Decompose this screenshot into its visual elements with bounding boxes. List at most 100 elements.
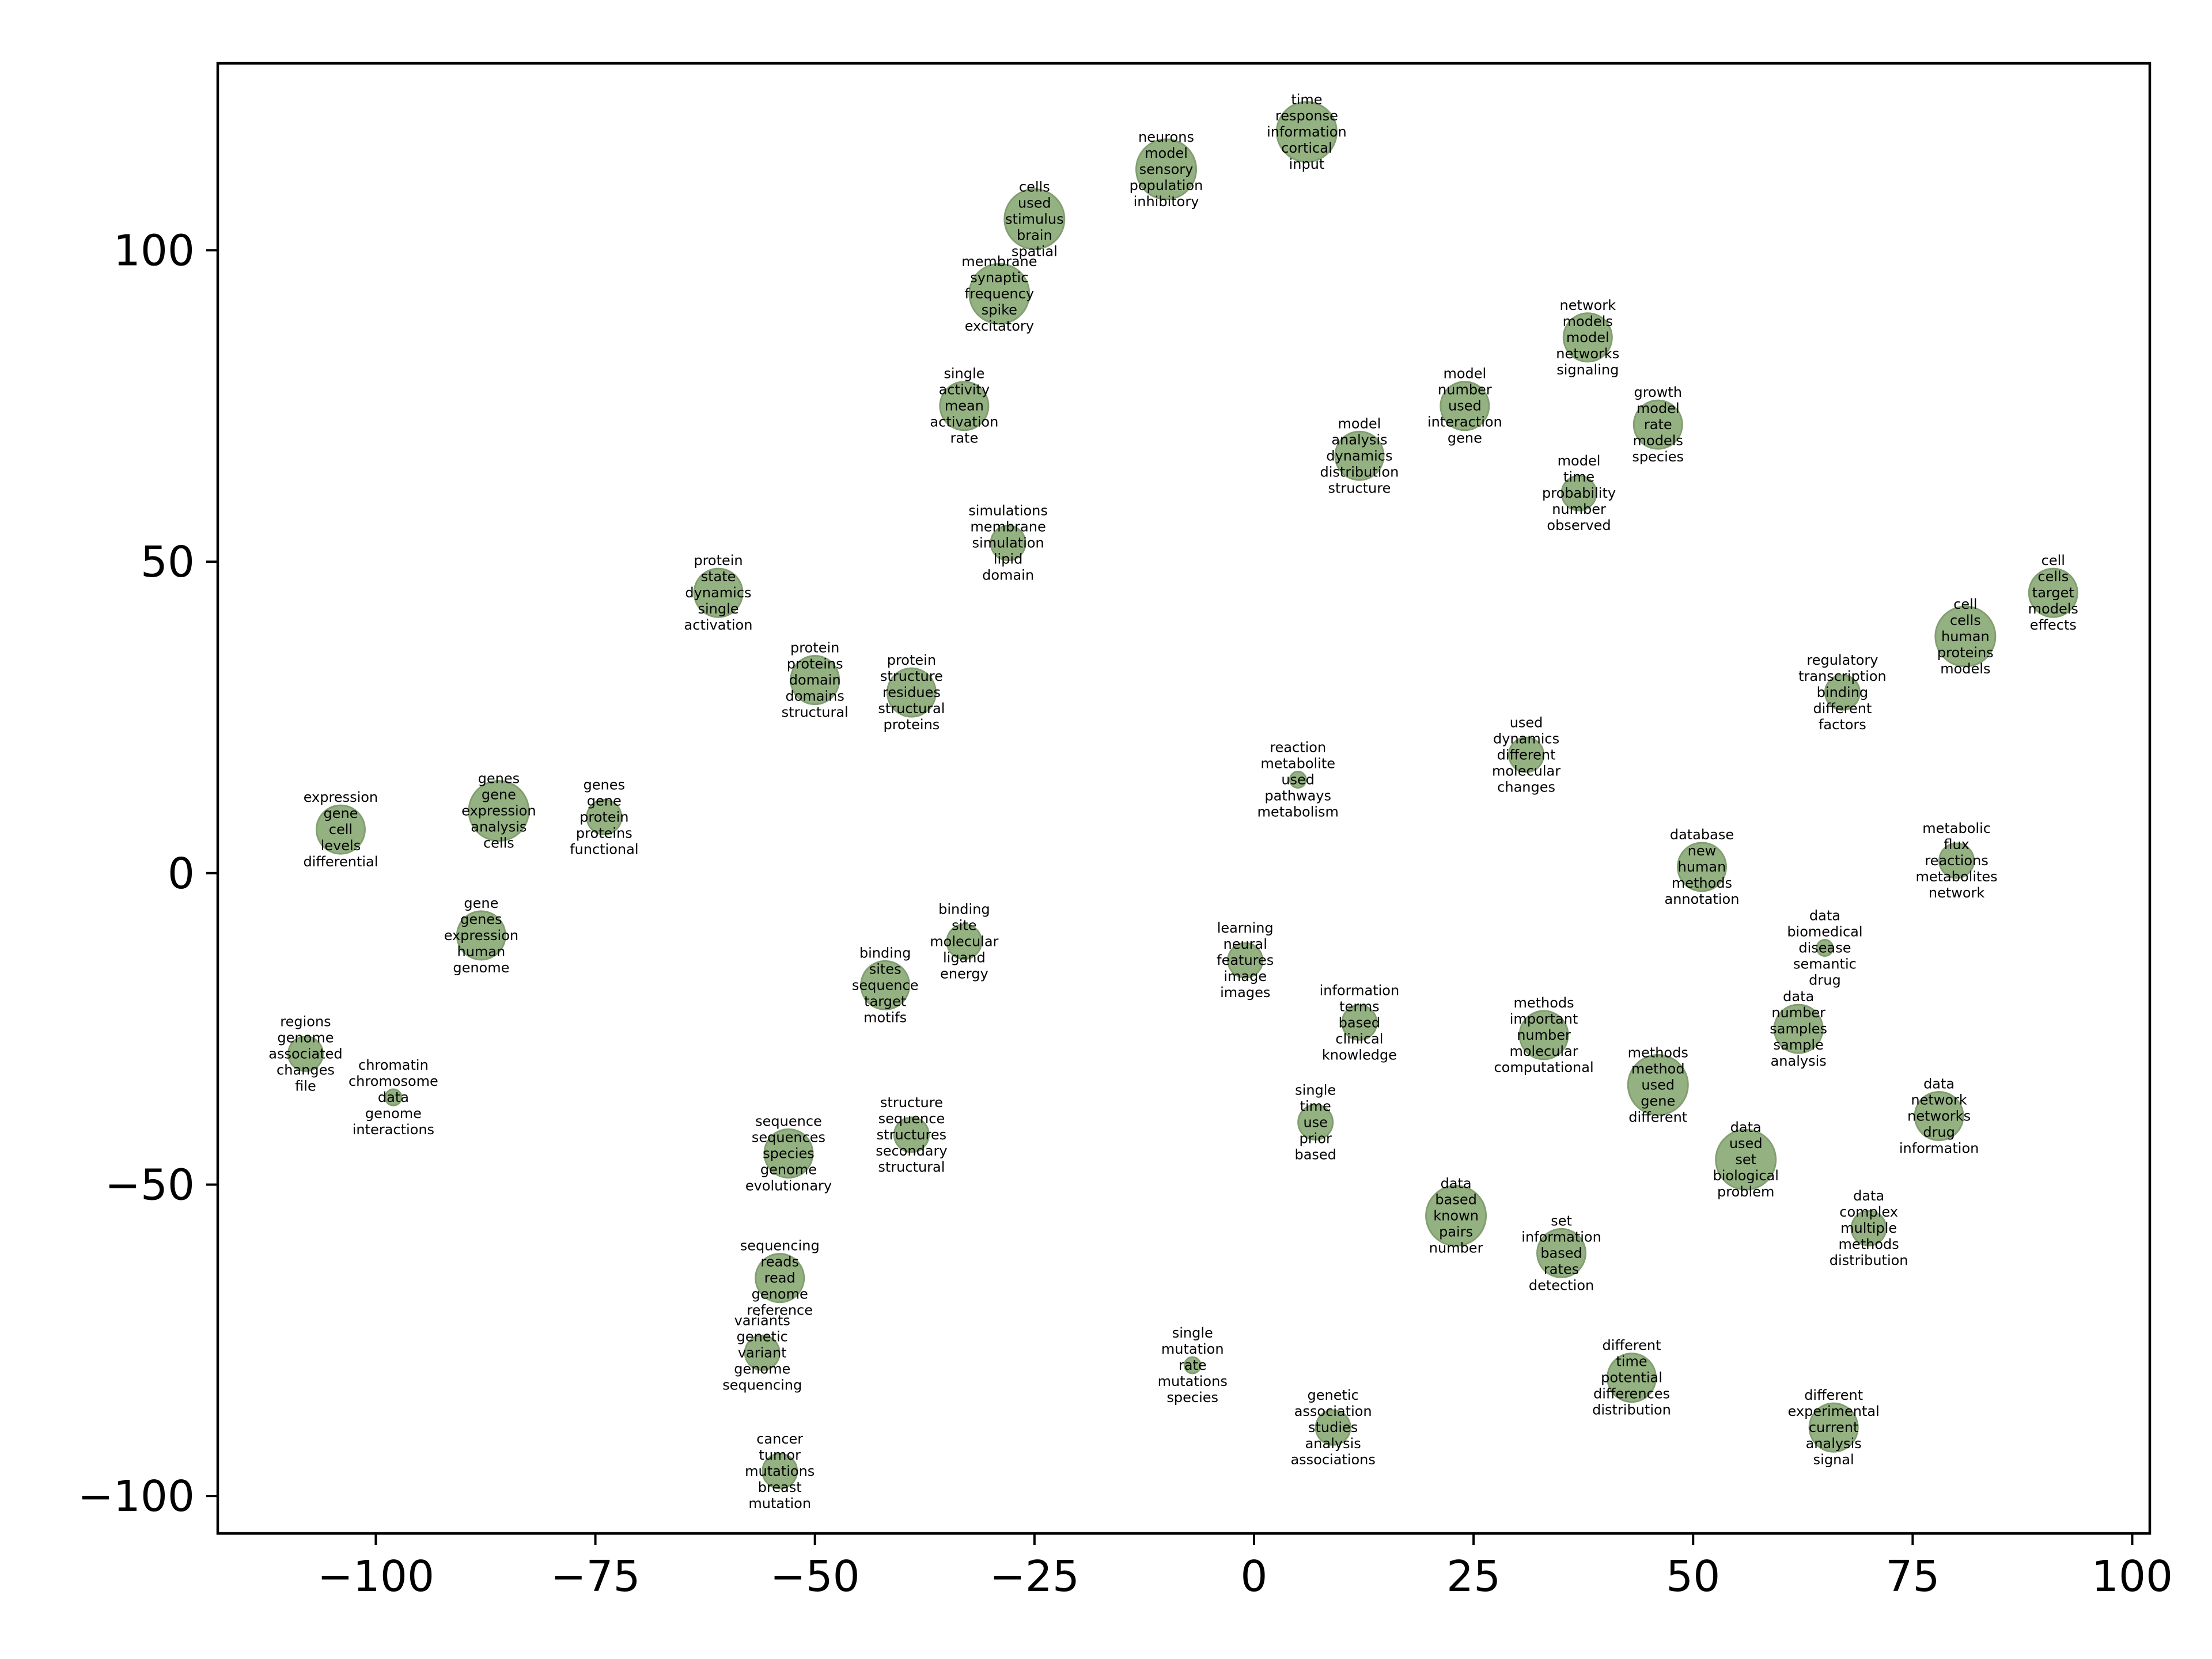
topic-word-label: methods	[1628, 1044, 1688, 1060]
topic-word-label: interactions	[353, 1122, 434, 1138]
topic-word-label: simulation	[972, 535, 1044, 551]
x-tick-label: −50	[770, 1552, 860, 1601]
topic-word-label: proteins	[1937, 645, 1994, 661]
topic-word-label: cancer	[756, 1431, 803, 1447]
topic-word-label: annotation	[1665, 891, 1740, 907]
topic-word-label: membrane	[970, 519, 1046, 535]
topic-word-label: chromatin	[358, 1057, 429, 1073]
topic-word-label: binding	[938, 902, 990, 918]
topic-point	[586, 798, 623, 835]
topic-word-label: reactions	[1925, 853, 1988, 869]
topic-word-label: used	[1448, 398, 1482, 414]
x-tick-label: −25	[990, 1552, 1080, 1601]
topic-word-label: proteins	[787, 656, 843, 672]
topic-word-label: differences	[1593, 1386, 1670, 1402]
topic-word-label: multiple	[1840, 1220, 1897, 1236]
topic-word-label: model	[1338, 415, 1381, 431]
topic-word-label: cell	[329, 821, 353, 838]
topic-word-label: problem	[1717, 1184, 1774, 1200]
x-tick-label: 100	[2092, 1552, 2173, 1601]
topic-word-label: sequence	[755, 1113, 822, 1129]
topic-word-label: genes	[584, 777, 625, 793]
topic-point	[939, 381, 990, 431]
topic-word-label: model	[1443, 366, 1486, 382]
topic-word-label: brain	[1017, 227, 1052, 243]
topic-word-label: time	[1291, 92, 1322, 108]
topic-word-label: model	[1145, 145, 1188, 161]
topic-word-label: models	[1563, 313, 1613, 329]
topic-word-label: new	[1688, 843, 1717, 859]
topic-point	[1914, 1090, 1964, 1141]
topic-word-label: structural	[878, 1159, 945, 1175]
topic-word-label: cell	[2041, 552, 2065, 569]
topic-point	[1227, 942, 1264, 979]
topic-word-label: used	[1641, 1077, 1675, 1093]
topic-point	[1536, 1228, 1587, 1278]
x-tick-label: 50	[1666, 1552, 1720, 1601]
x-tick-label: 75	[1885, 1552, 1940, 1601]
topic-point	[468, 780, 530, 842]
topic-word-label: information	[1267, 124, 1347, 140]
topic-word-label: residues	[882, 684, 941, 700]
topic-word-label: frequency	[965, 286, 1034, 302]
topic-word-label: images	[1220, 984, 1270, 1001]
topic-word-label: cells	[1950, 612, 1981, 628]
topic-point	[1003, 188, 1066, 250]
topic-word-label: rate	[950, 430, 978, 446]
topic-point	[315, 804, 366, 855]
topic-word-label: target	[2032, 585, 2074, 601]
topic-word-label: detection	[1529, 1277, 1594, 1293]
topic-word-label: structural	[878, 700, 945, 717]
topic-word-label: gene	[587, 793, 622, 809]
topic-word-label: single	[1172, 1325, 1213, 1341]
topic-word-label: gene	[1448, 430, 1482, 446]
topic-point	[762, 1453, 798, 1490]
topic-word-label: database	[1670, 827, 1734, 843]
topic-word-label: input	[1289, 156, 1325, 172]
topic-word-label: genome	[365, 1105, 422, 1122]
marker-layer	[287, 101, 2078, 1490]
topic-word-label: protein	[790, 640, 839, 656]
topic-word-label: domains	[785, 688, 844, 704]
topic-word-label: data	[1783, 988, 1814, 1005]
topic-point	[1938, 842, 1975, 879]
topic-word-label: domain	[982, 567, 1034, 584]
topic-point	[1440, 381, 1490, 431]
topic-word-label: network	[1560, 297, 1616, 313]
topic-word-label: studies	[1308, 1419, 1358, 1435]
topic-word-label: changes	[276, 1062, 335, 1078]
topic-word-label: human	[457, 944, 506, 960]
topic-word-label: cells	[2037, 569, 2069, 585]
topic-point	[990, 525, 1027, 562]
topic-word-label: set	[1551, 1213, 1572, 1229]
topic-word-label: single	[1295, 1082, 1336, 1098]
topic-word-label: neural	[1223, 936, 1267, 952]
topic-word-label: neurons	[1138, 129, 1194, 145]
topic-word-label: data	[1809, 908, 1840, 924]
topic-word-label: proteins	[576, 825, 632, 841]
topic-word-label: rates	[1544, 1261, 1579, 1277]
topic-point	[1934, 605, 1997, 668]
topic-word-label: time	[1300, 1098, 1331, 1114]
topic-word-label: expression	[304, 789, 378, 805]
topic-word-label: based	[1540, 1245, 1582, 1261]
topic-word-label: number	[1552, 501, 1606, 517]
topic-word-label: variant	[738, 1344, 787, 1361]
topic-point	[1341, 1004, 1378, 1041]
y-tick-label: −100	[78, 1472, 195, 1521]
topic-word-label: genes	[460, 911, 502, 927]
topic-word-label: number	[1517, 1027, 1571, 1043]
topic-point	[744, 1334, 781, 1371]
topic-word-label: inhibitory	[1134, 194, 1199, 210]
topic-word-label: prior	[1300, 1130, 1332, 1146]
topic-word-label: sites	[869, 961, 902, 977]
topic-word-label: different	[1603, 1338, 1661, 1354]
topic-word-label: rate	[1644, 416, 1672, 433]
topic-word-label: expression	[461, 803, 536, 819]
topic-word-label: mutation	[748, 1495, 811, 1512]
topic-word-label: genome	[277, 1029, 334, 1046]
topic-word-label: model	[1558, 453, 1601, 469]
topic-word-label: signaling	[1556, 362, 1619, 378]
topic-word-label: information	[1521, 1229, 1601, 1245]
topic-word-label: current	[1809, 1419, 1859, 1435]
